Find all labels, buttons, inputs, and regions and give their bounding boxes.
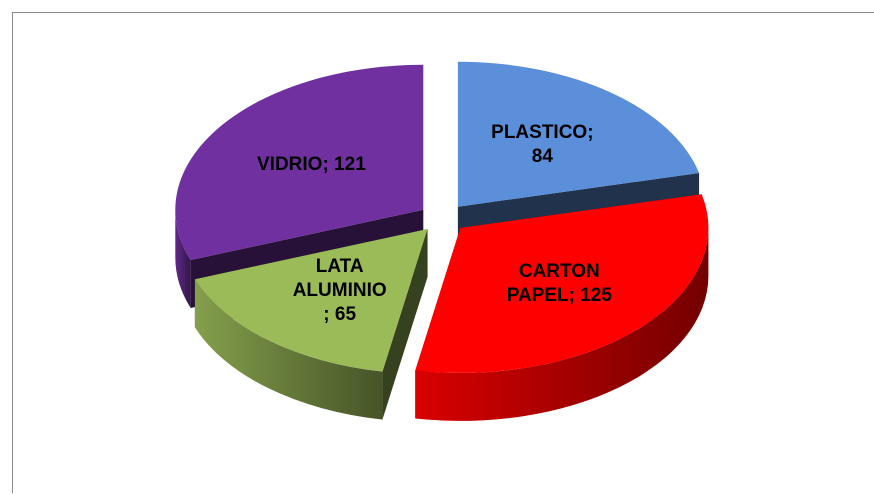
pie-slice-carton-papel bbox=[415, 194, 709, 421]
data-label-line: ALUMINIO bbox=[293, 280, 387, 301]
data-label-line: PLASTICO; bbox=[491, 122, 593, 143]
pie-slice-top-lata-aluminio bbox=[194, 229, 428, 372]
pie-slice-side-vidrio-0 bbox=[175, 209, 191, 309]
pie-slice-lata-aluminio bbox=[194, 229, 428, 420]
data-label-lata-aluminio: LATA ALUMINIO ; 65 bbox=[293, 256, 387, 325]
pie-slice-top-carton-papel bbox=[415, 194, 709, 373]
data-label-line: 84 bbox=[532, 146, 554, 167]
data-label-vidrio: VIDRIO; 121 bbox=[257, 154, 366, 175]
data-label-line: PAPEL; 125 bbox=[507, 285, 613, 306]
data-label-line: LATA bbox=[316, 256, 364, 277]
data-label-line: CARTON bbox=[519, 261, 600, 282]
pie-slice-top-plastico bbox=[457, 61, 700, 207]
pie-slice-side-lata-aluminio-0 bbox=[194, 279, 383, 420]
data-label-line: VIDRIO; 121 bbox=[257, 154, 366, 175]
data-label-carton-papel: CARTON PAPEL; 125 bbox=[507, 261, 613, 306]
chart-frame: PLASTICO; 84 CARTON PAPEL; 125 LATA ALUMINIO;… bbox=[12, 12, 874, 493]
pie-slice-top-vidrio bbox=[175, 64, 424, 261]
pie-slice-side-carton-papel-0 bbox=[415, 227, 709, 421]
data-label-line: ; 65 bbox=[323, 304, 356, 325]
data-label-plastico: PLASTICO; 84 bbox=[491, 122, 593, 167]
pie-chart: PLASTICO; 84 CARTON PAPEL; 125 LATA ALUMINIO;… bbox=[175, 61, 709, 421]
